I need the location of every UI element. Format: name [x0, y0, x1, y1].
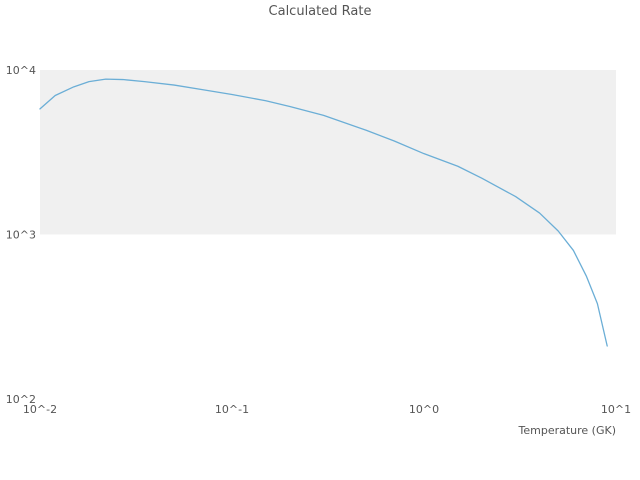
x-tick-label: 10^0	[409, 403, 439, 416]
decade-band	[40, 70, 616, 235]
x-tick-label: 10^-2	[23, 403, 57, 416]
y-tick-label: 10^2	[6, 393, 36, 406]
y-tick-label: 10^3	[6, 229, 36, 242]
x-tick-label: 10^-1	[215, 403, 249, 416]
chart-title: Calculated Rate	[268, 4, 372, 19]
y-tick-label: 10^4	[6, 64, 36, 77]
x-tick-label: 10^1	[601, 403, 631, 416]
x-axis-label: Temperature (GK)	[518, 424, 617, 437]
rate-line	[39, 78, 608, 347]
